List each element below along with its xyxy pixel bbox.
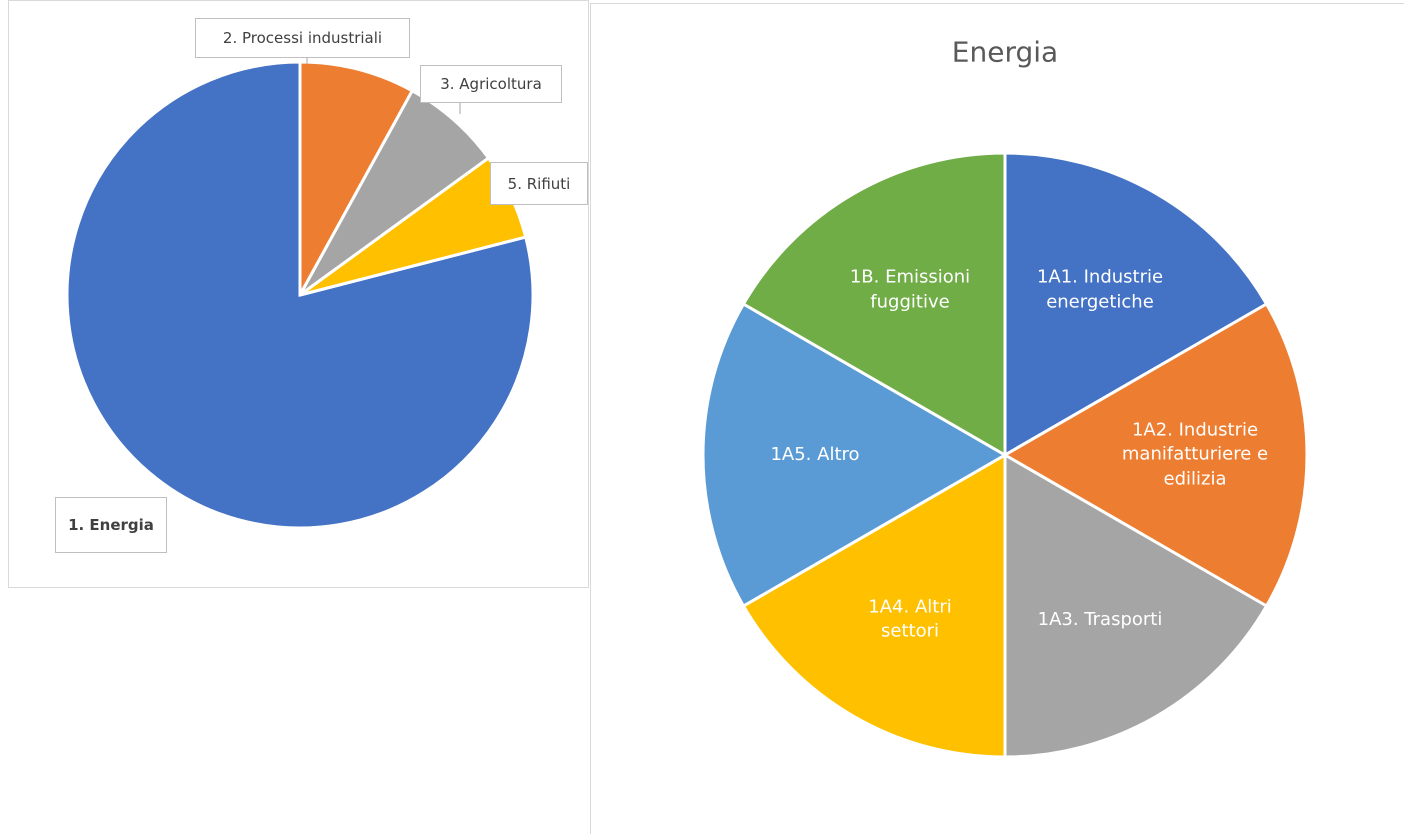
data-label: 5. Rifiuti (490, 162, 588, 205)
pie-slice (1001, 301, 1309, 609)
pie-slice (741, 151, 1007, 458)
data-label: 1A1. Industrie energetiche (1036, 267, 1164, 313)
pie-slice (1003, 452, 1269, 759)
data-label: 3. Agricoltura (420, 65, 562, 103)
pie-slice (298, 60, 415, 296)
data-label: 1A5. Altro (770, 443, 860, 465)
pie-slice (701, 301, 1009, 609)
left-chart-border (8, 0, 589, 588)
data-label: 2. Processi industriali (195, 18, 410, 58)
pie-slice (1003, 151, 1269, 458)
data-label: 1A3. Trasporti (1037, 608, 1163, 630)
data-label: 1. Energia (55, 497, 167, 553)
data-label: 1A2. Industrie manifatturiere e edilizia (1121, 419, 1269, 490)
data-label: 1A4. Altri settori (868, 596, 952, 642)
pie-slice (298, 88, 491, 297)
data-label: 1B. Emissioni fuggitive (849, 267, 971, 313)
pie-slice (741, 452, 1007, 759)
chart-title: Energia (951, 35, 1059, 69)
